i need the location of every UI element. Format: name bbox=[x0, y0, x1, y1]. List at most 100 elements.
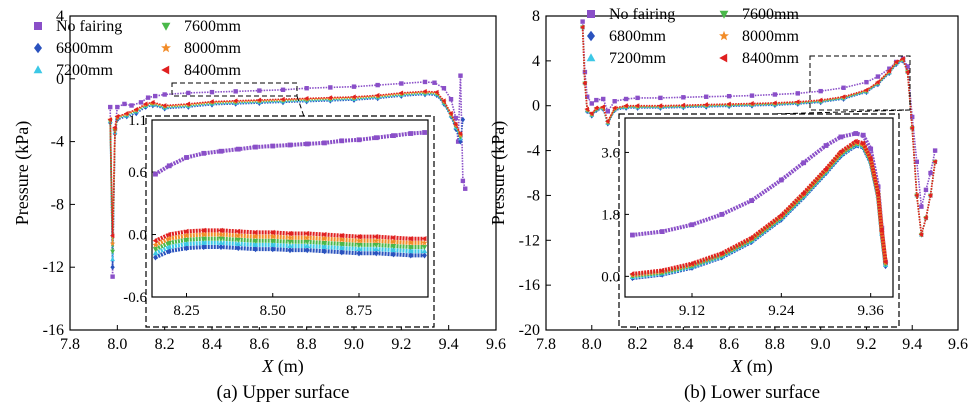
data-point bbox=[209, 99, 214, 104]
data-point bbox=[841, 85, 846, 90]
inset-y-tick-label: 0.0 bbox=[128, 228, 147, 244]
inset-series-8000mm bbox=[152, 231, 428, 248]
inset-data-point bbox=[853, 131, 859, 136]
inset-data-point bbox=[875, 190, 881, 196]
data-point bbox=[582, 69, 588, 75]
inset-y-tick-label: 0.6 bbox=[128, 165, 147, 181]
inset-data-point bbox=[391, 133, 396, 139]
inset-data-point bbox=[252, 238, 259, 244]
inset-data-point bbox=[321, 235, 328, 242]
inset-data-point bbox=[235, 244, 241, 252]
inset-data-point bbox=[321, 231, 327, 238]
inset-data-point bbox=[200, 227, 206, 234]
inset-data-point bbox=[421, 245, 428, 250]
inset-data-point bbox=[356, 243, 362, 248]
inset-data-point bbox=[421, 248, 428, 254]
inset-data-point bbox=[407, 236, 413, 242]
inset-data-point bbox=[373, 233, 379, 240]
inset-data-point bbox=[152, 250, 159, 256]
inset-data-point bbox=[153, 171, 158, 177]
inset-data-point bbox=[235, 237, 241, 243]
legend-marker bbox=[719, 10, 729, 19]
y-tick-label: -12 bbox=[519, 232, 540, 249]
inset-y-tick-label: 0.0 bbox=[601, 269, 620, 285]
inset-y-tick-label: 1.8 bbox=[601, 207, 620, 223]
inset-data-point bbox=[304, 141, 310, 147]
legend-label: No fairing bbox=[609, 6, 675, 23]
y-tick-label: -4 bbox=[51, 134, 64, 151]
series-layer bbox=[579, 19, 938, 238]
legend-marker bbox=[719, 53, 728, 63]
series-trace bbox=[581, 27, 936, 235]
inset-data-point bbox=[878, 228, 884, 234]
inset-series-trace bbox=[632, 139, 888, 276]
inset-data-point bbox=[408, 248, 414, 254]
inset-data-point bbox=[408, 252, 414, 259]
inset-data-point bbox=[252, 233, 259, 240]
series-trace bbox=[109, 90, 462, 236]
inset-series-layer bbox=[629, 131, 889, 282]
inset-data-point bbox=[321, 240, 328, 246]
x-tick-label: 8.6 bbox=[719, 336, 739, 353]
data-point bbox=[795, 91, 800, 96]
inset-data-point bbox=[183, 237, 190, 243]
x-tick-label: 8.2 bbox=[628, 336, 648, 353]
legend-marker bbox=[34, 22, 42, 30]
inset-data-point bbox=[270, 242, 276, 247]
x-tick-label: 8.6 bbox=[249, 336, 269, 353]
legend-marker bbox=[587, 30, 595, 42]
inset-data-point bbox=[322, 140, 327, 146]
inset-data-point bbox=[253, 245, 258, 253]
inset-data-point bbox=[422, 130, 427, 135]
x-tick-label: 9.2 bbox=[391, 336, 411, 353]
inset-series-8400mm bbox=[152, 227, 427, 244]
data-point bbox=[434, 89, 439, 95]
inset-data-point bbox=[356, 246, 362, 252]
inset-data-point bbox=[235, 146, 241, 152]
inset-data-point bbox=[153, 254, 158, 261]
inset-data-point bbox=[166, 235, 173, 242]
x-tick-label: 9.6 bbox=[486, 336, 506, 353]
x-tick-label: 9.4 bbox=[439, 336, 459, 353]
inset-series-trace bbox=[632, 140, 888, 277]
legend-item: 7600mm bbox=[161, 18, 241, 35]
x-tick-label: 9.4 bbox=[902, 336, 922, 353]
y-tick-label: 4 bbox=[532, 53, 540, 70]
legend-label: 8400mm bbox=[184, 62, 241, 79]
data-point bbox=[914, 159, 919, 164]
inset-data-point bbox=[183, 232, 190, 239]
inset-data-point bbox=[235, 232, 242, 239]
inset-data-point bbox=[304, 239, 310, 245]
y-tick-label: 4 bbox=[56, 8, 64, 25]
legend-item: 6800mm bbox=[34, 40, 113, 57]
legend-label: 7200mm bbox=[609, 50, 666, 67]
y-tick-label: 8 bbox=[532, 8, 540, 25]
data-point bbox=[108, 104, 113, 110]
inset-data-point bbox=[201, 236, 207, 242]
y-tick-label: -8 bbox=[51, 196, 64, 213]
data-point bbox=[185, 101, 191, 107]
series-layer bbox=[107, 73, 468, 279]
inset-data-point bbox=[339, 245, 345, 250]
legend: No fairing 6800mm 7200mm 7600mm 8000mm 8400mm bbox=[586, 6, 799, 67]
y-tick-label: -8 bbox=[527, 187, 540, 204]
inset-data-point bbox=[287, 247, 293, 254]
inset-data-point bbox=[304, 234, 311, 241]
inset-series-7200mm bbox=[152, 239, 428, 256]
inset-data-point bbox=[338, 232, 344, 239]
x-tick-label: 8.4 bbox=[202, 336, 222, 353]
x-tick-label: 8.2 bbox=[155, 336, 175, 353]
inset-data-point bbox=[218, 239, 224, 245]
inset-data-point bbox=[166, 231, 172, 238]
inset-data-point bbox=[882, 259, 888, 265]
inset-data-point bbox=[218, 227, 223, 234]
inset-data-point bbox=[218, 231, 224, 238]
inset-x-tick-label: 9.12 bbox=[679, 303, 705, 319]
data-point bbox=[209, 89, 215, 95]
inset-data-point bbox=[421, 239, 428, 246]
zoom-connector bbox=[296, 95, 305, 117]
data-point bbox=[304, 96, 309, 101]
inset-data-point bbox=[252, 242, 259, 247]
legend-label: 8400mm bbox=[742, 50, 799, 67]
